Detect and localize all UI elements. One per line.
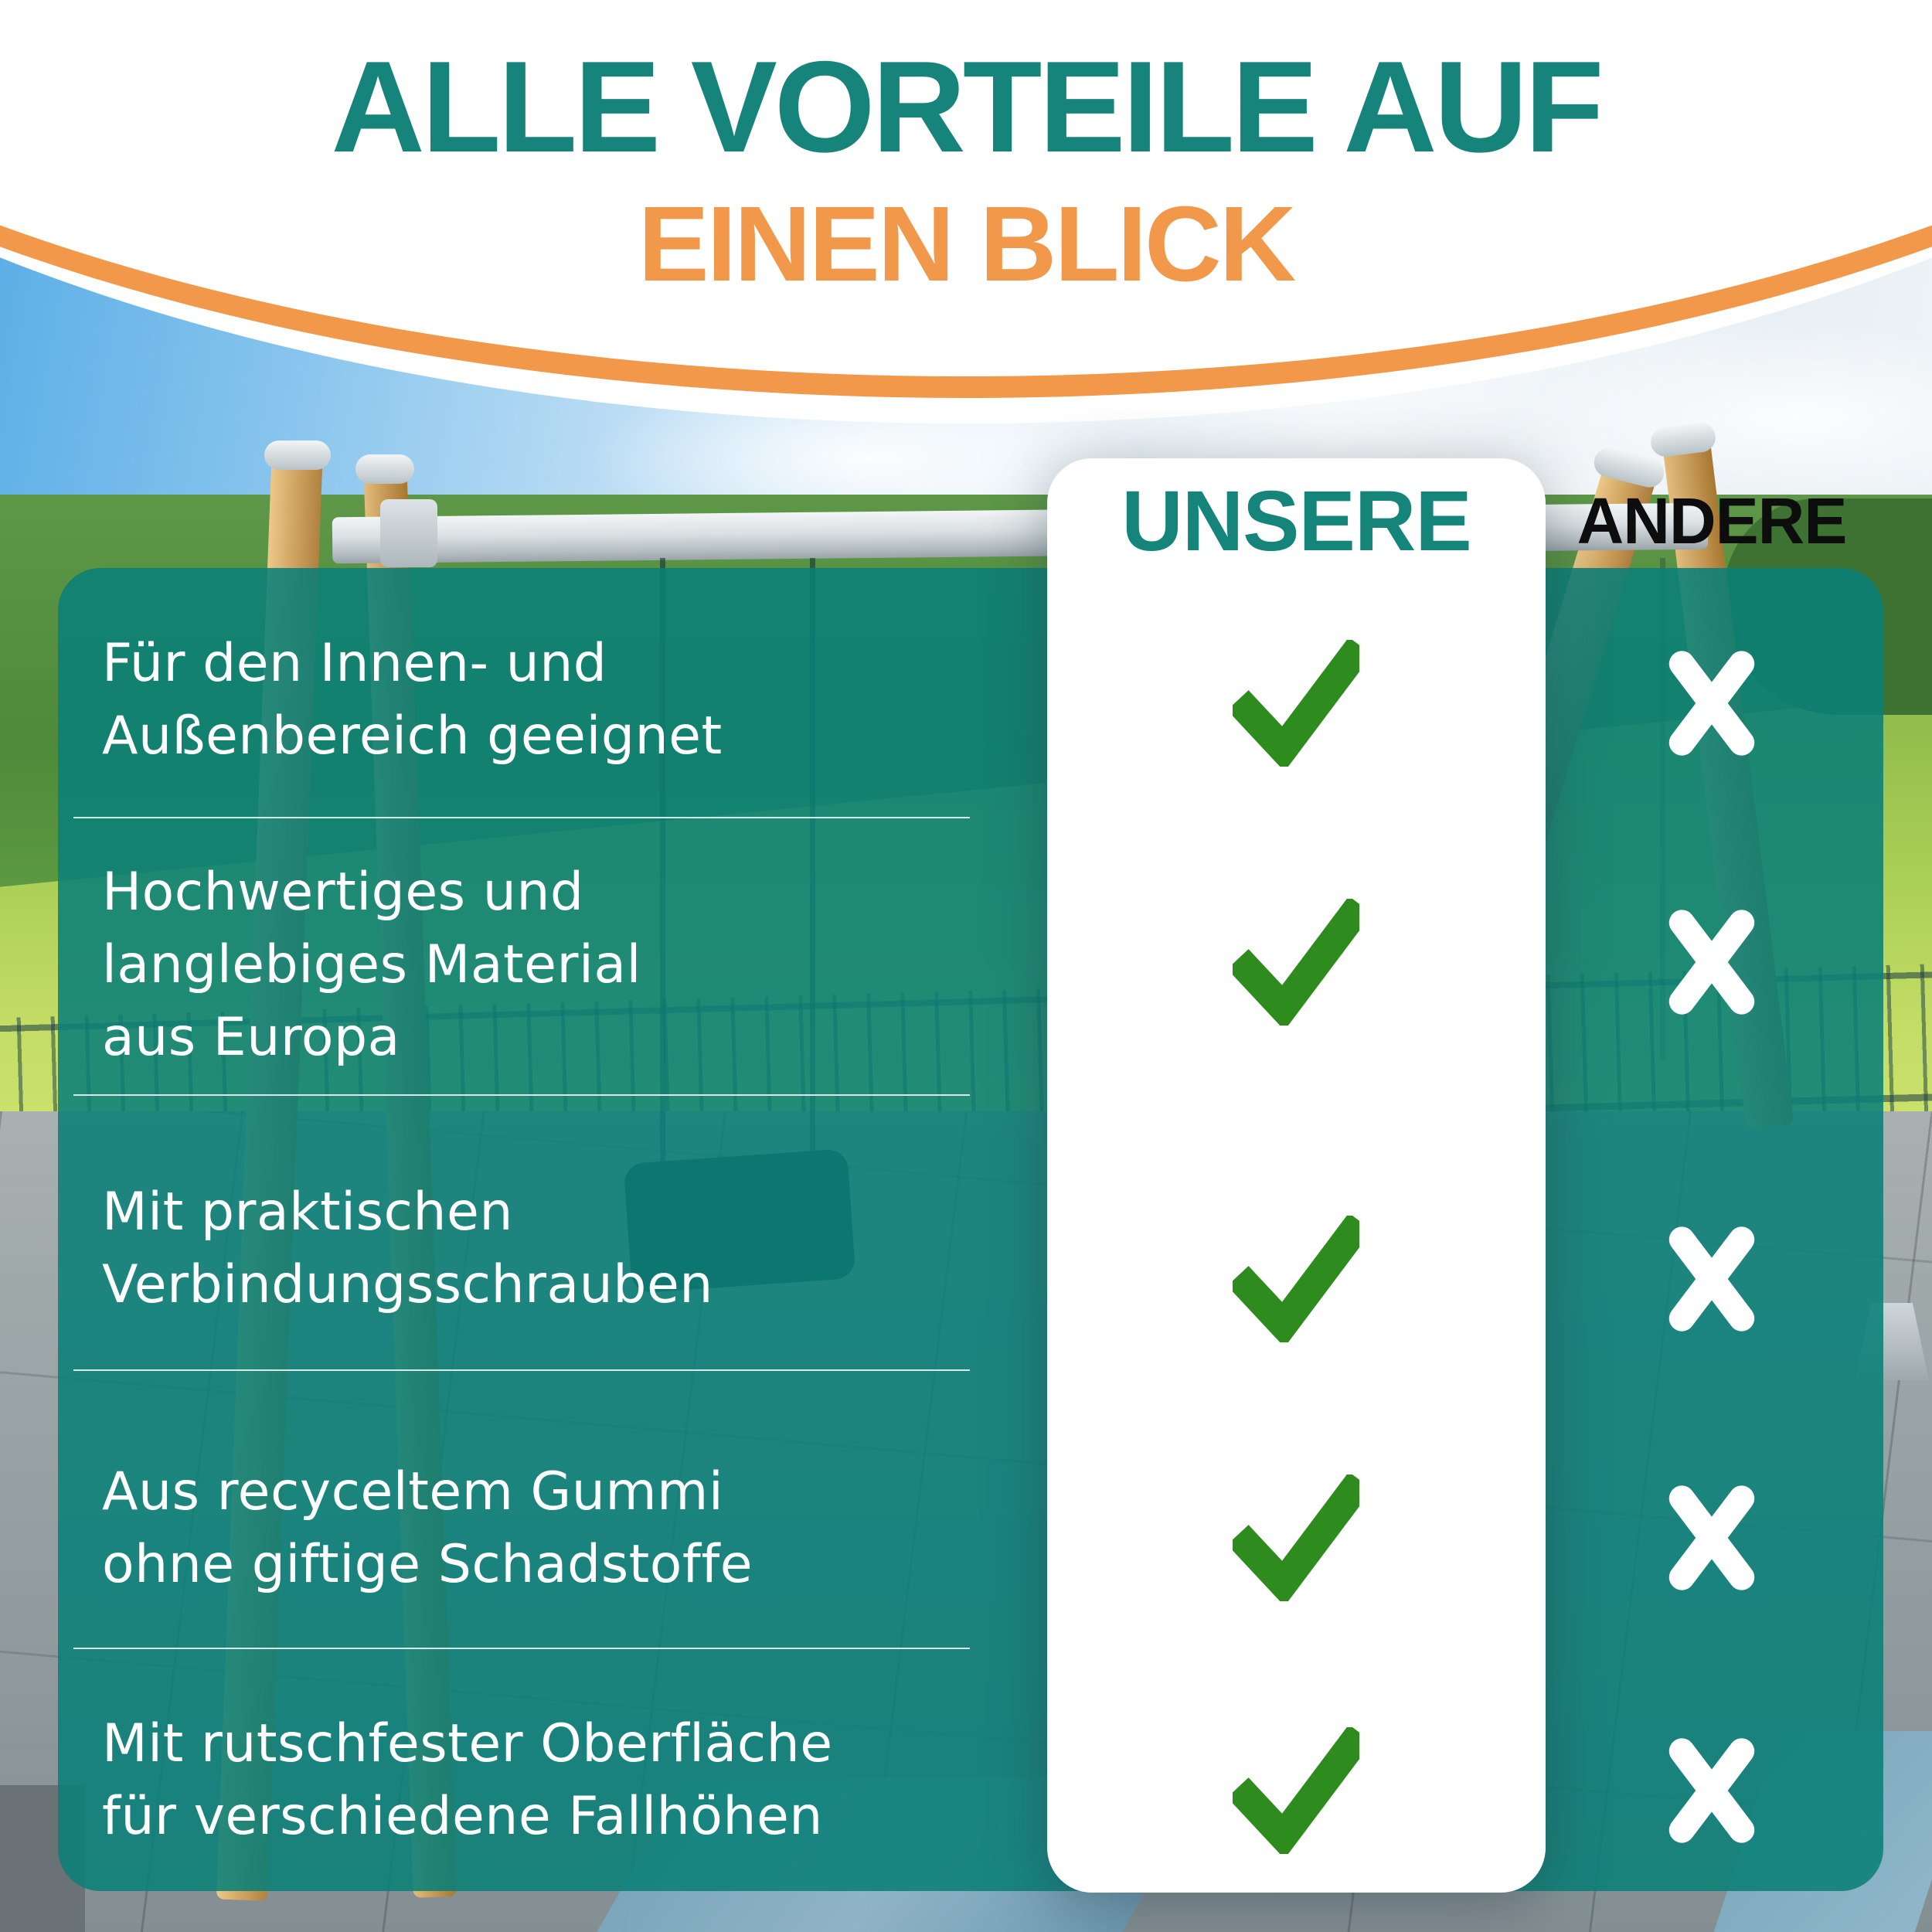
features-panel [58, 568, 1883, 1891]
beam-bracket [380, 499, 437, 567]
row-divider [73, 1648, 970, 1649]
cross-icon [1658, 1220, 1765, 1338]
check-icon [1233, 1216, 1359, 1342]
feature-line: Hochwertiges und [102, 862, 584, 923]
feature-line: Aus recyceltem Gummi [102, 1461, 724, 1522]
page-title: ALLE VORTEILE AUF [331, 34, 1604, 179]
feature-line: Außenbereich geeignet [102, 706, 723, 767]
cross-icon [1658, 1732, 1765, 1849]
feature-row-text: Hochwertiges und langlebiges Material au… [102, 856, 998, 1074]
feature-line: Verbindungsschrauben [102, 1254, 713, 1315]
cross-icon [1658, 645, 1765, 762]
pole-cap [355, 454, 414, 484]
feature-line: für verschiedene Fallhöhen [102, 1786, 823, 1847]
feature-row-text: Mit rutschfester Oberfläche für verschie… [102, 1708, 998, 1853]
row-divider [73, 1369, 970, 1371]
cross-icon [1658, 1479, 1765, 1597]
check-icon [1233, 899, 1359, 1026]
page-subtitle: EINEN BLICK [638, 185, 1297, 304]
pole-cap [264, 440, 331, 470]
feature-line: langlebiges Material [102, 934, 641, 995]
feature-line: aus Europa [102, 1007, 400, 1068]
feature-line: Für den Innen- und [102, 633, 607, 694]
cross-icon [1658, 903, 1765, 1021]
feature-line: Mit rutschfester Oberfläche [102, 1713, 833, 1774]
row-divider [73, 1094, 970, 1096]
feature-row-text: Mit praktischen Verbindungsschrauben [102, 1176, 998, 1321]
ours-column-card [1047, 458, 1546, 1893]
ours-column-header: UNSERE [1121, 474, 1471, 569]
feature-line: ohne giftige Schadstoffe [102, 1534, 753, 1595]
row-divider [73, 817, 970, 818]
feature-row-text: Aus recyceltem Gummi ohne giftige Schads… [102, 1456, 998, 1601]
check-icon [1233, 1727, 1359, 1854]
check-icon [1233, 640, 1359, 767]
check-icon [1233, 1475, 1359, 1601]
others-column-header: ANDERE [1577, 485, 1848, 557]
feature-line: Mit praktischen [102, 1182, 513, 1243]
feature-row-text: Für den Innen- und Außenbereich geeignet [102, 628, 998, 773]
